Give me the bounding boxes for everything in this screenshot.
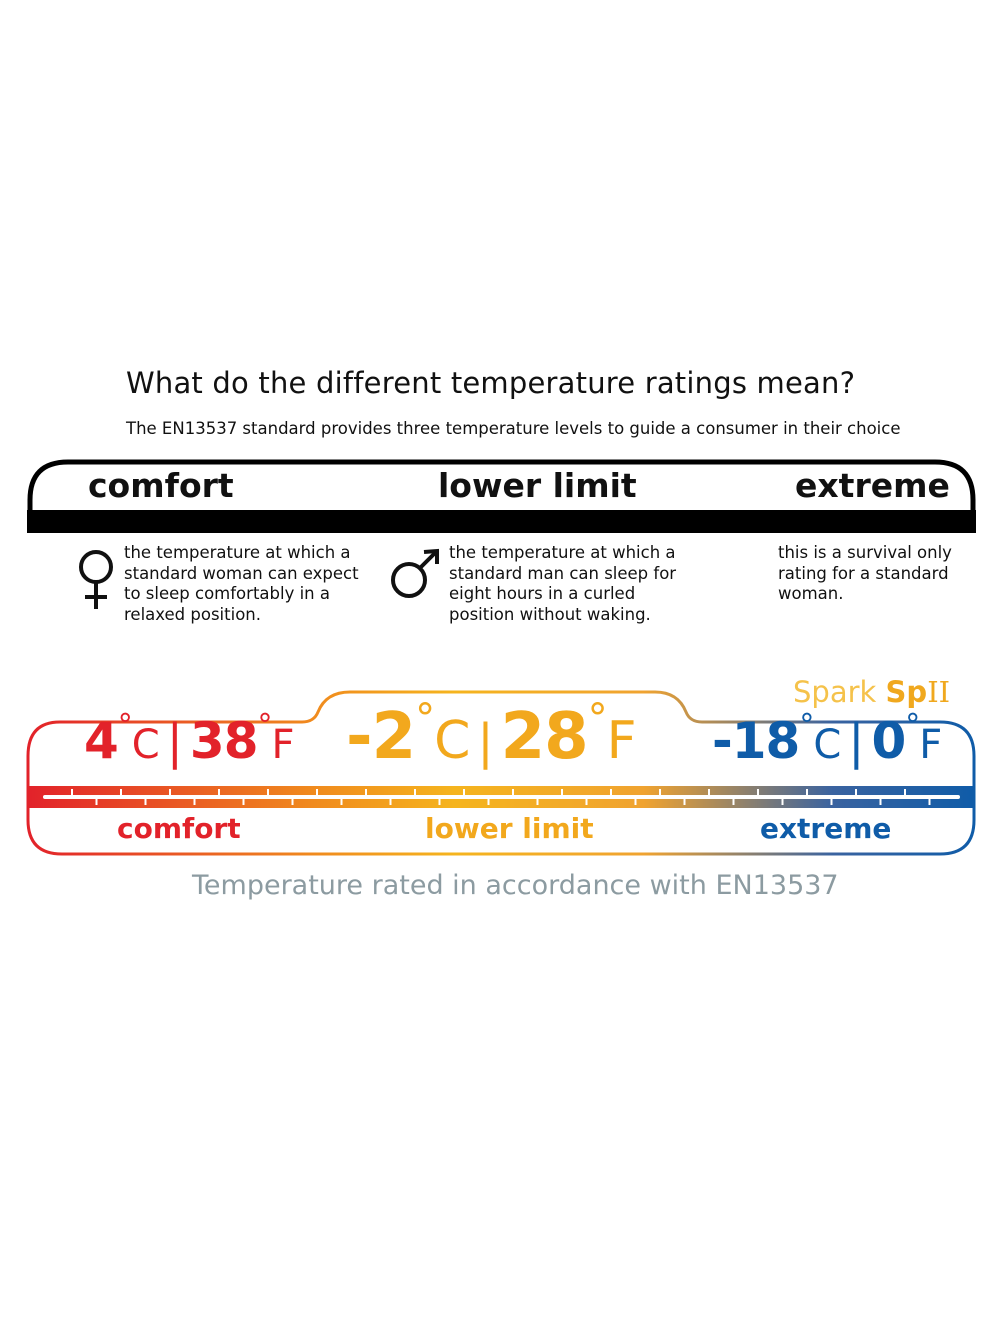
header-outline: [27, 459, 976, 520]
lower-limit-celsius: -2: [346, 700, 416, 774]
comfort-fahrenheit: 38: [189, 712, 259, 770]
degree-sign: °: [587, 696, 608, 742]
unit-c: C: [434, 711, 470, 771]
gauge-outline: [26, 690, 976, 856]
extreme-celsius: -18: [712, 712, 800, 770]
gauge-label-lower-limit: lower limit: [425, 812, 594, 845]
separator: |: [166, 714, 183, 770]
caption: Temperature rated in accordance with EN1…: [192, 870, 839, 901]
unit-c: C: [131, 722, 160, 768]
gauge-label-comfort: comfort: [117, 812, 241, 845]
extreme-temperature: -18°C | 0°F: [712, 708, 942, 770]
lower-limit-fahrenheit: 28: [500, 700, 589, 774]
female-symbol-icon: [79, 550, 113, 609]
header-lower-limit: lower limit: [438, 466, 637, 505]
model-name: Sp: [885, 675, 928, 709]
header-comfort: comfort: [88, 466, 234, 505]
comfort-temperature: 4°C | 38°F: [84, 708, 295, 770]
unit-f: F: [919, 722, 942, 768]
extreme-fahrenheit: 0: [871, 712, 906, 770]
degree-sign: °: [117, 708, 133, 743]
degree-sign: °: [415, 696, 435, 742]
unit-f: F: [271, 722, 295, 768]
gauge-label-extreme: extreme: [760, 812, 892, 845]
separator: |: [477, 714, 493, 770]
description-comfort: the temperature at which a standard woma…: [124, 543, 359, 624]
comfort-celsius: 4: [84, 712, 119, 770]
lower-limit-temperature: -2°C | 28°F: [346, 696, 637, 774]
model-numeral: II: [927, 675, 951, 709]
degree-sign: °: [799, 708, 814, 743]
degree-sign: °: [257, 708, 273, 743]
degree-sign: °: [905, 708, 920, 743]
brand-name: Spark: [793, 675, 877, 709]
header-extreme: extreme: [795, 466, 950, 505]
gauge-ticks: [71, 789, 931, 805]
separator: |: [848, 714, 864, 770]
brand-logo: Spark SpII: [793, 675, 950, 709]
unit-c: C: [813, 722, 841, 768]
unit-f: F: [606, 711, 637, 771]
subtitle: The EN13537 standard provides three temp…: [126, 419, 901, 438]
male-symbol-icon: [391, 548, 439, 598]
description-extreme: this is a survival only rating for a sta…: [778, 543, 952, 603]
description-lower-limit: the temperature at which a standard man …: [449, 543, 677, 624]
header-bar: [27, 510, 976, 533]
page-title: What do the different temperature rating…: [126, 366, 856, 400]
